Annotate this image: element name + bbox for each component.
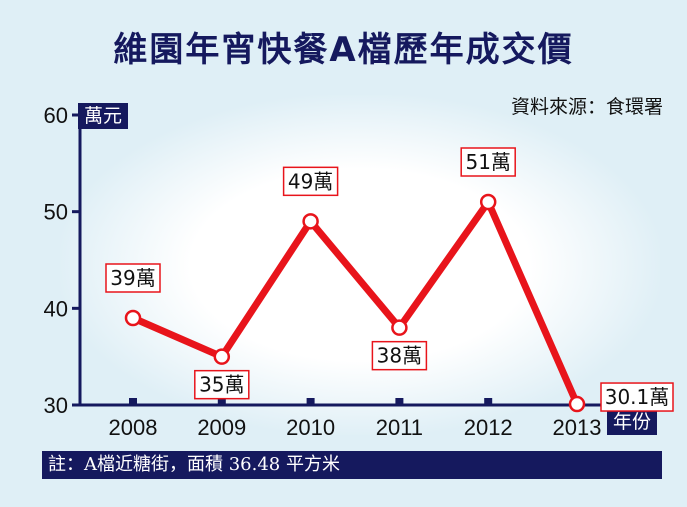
data-point [302, 213, 319, 230]
chart-title: 維園年宵快餐A檔歷年成交價 [113, 30, 574, 70]
data-point [479, 193, 497, 211]
data-label: 30.1萬 [605, 385, 670, 409]
data-label-box [600, 382, 674, 412]
data-label: 38萬 [377, 344, 422, 368]
data-label-box [194, 369, 250, 400]
data-point [124, 309, 142, 327]
data-label: 49萬 [288, 169, 333, 193]
x-tick-label: 2010 [286, 415, 335, 440]
data-point [213, 348, 231, 365]
data-point [391, 319, 408, 336]
x-tick-mark [395, 398, 404, 405]
data-label-box [282, 166, 339, 197]
data-label: 35萬 [199, 373, 244, 397]
x-tick-mark [484, 398, 493, 405]
x-tick-label: 2012 [464, 415, 513, 440]
data-label-box [371, 340, 428, 371]
y-tick-label: 40 [44, 296, 68, 321]
x-tick-mark [217, 398, 226, 405]
x-tick-mark [306, 398, 315, 405]
x-tick-label: 2008 [109, 415, 158, 440]
x-tick-label: 2013 [553, 415, 602, 440]
source-note: 資料來源：食環署 [510, 96, 663, 118]
data-label-box [105, 263, 161, 293]
series-line [129, 198, 581, 408]
y-axis-unit: 萬元 [78, 103, 129, 129]
footnote: 註：A檔近糖街，面積 36.48 平方米 [42, 451, 662, 479]
data-label: 51萬 [465, 150, 510, 174]
data-label: 39萬 [110, 266, 155, 290]
y-tick-label: 60 [44, 103, 68, 128]
x-axis-unit: 年份 [607, 409, 658, 435]
y-tick-label: 50 [44, 200, 68, 225]
data-label-box [460, 147, 516, 177]
x-tick-label: 2011 [376, 415, 423, 440]
x-tick-mark [129, 398, 137, 405]
y-tick-label: 30 [44, 393, 68, 418]
x-tick-label: 2009 [197, 415, 246, 440]
data-point [568, 395, 586, 413]
